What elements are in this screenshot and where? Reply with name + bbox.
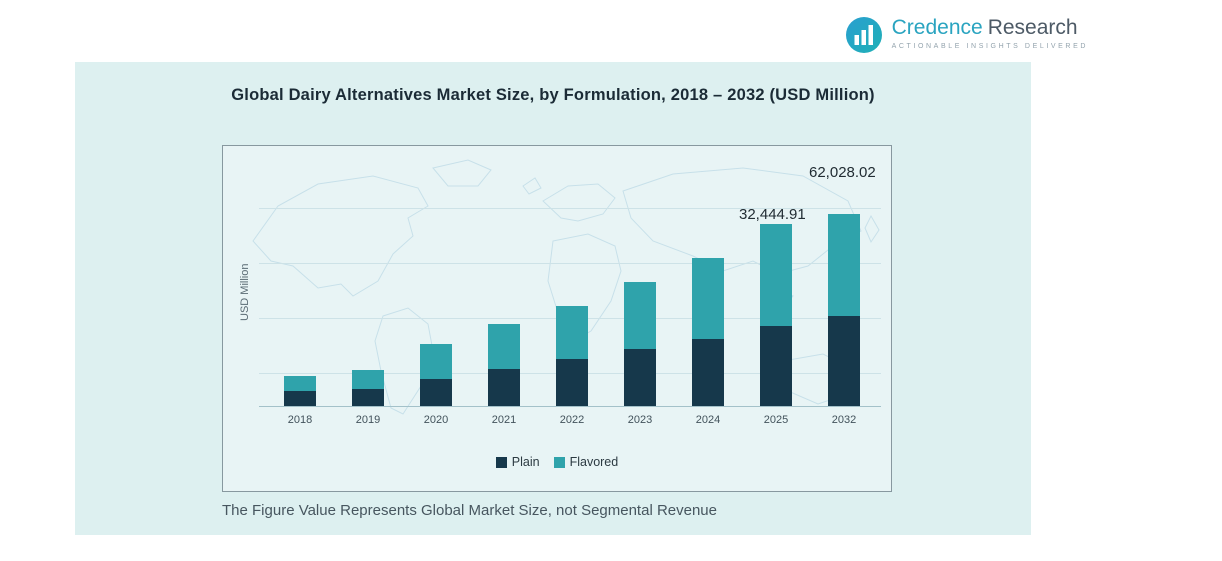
brand-name-block: Credence Research Actionable Insights Del…: [892, 16, 1088, 50]
x-axis-line: [259, 406, 881, 407]
legend-label-flavored: Flavored: [569, 455, 619, 469]
bar-segment-flavored: [284, 376, 316, 391]
bar-segment-flavored: [352, 370, 384, 389]
chart-panel: Global Dairy Alternatives Market Size, b…: [75, 62, 1031, 535]
x-tick-2022: 2022: [559, 414, 585, 426]
bar-segment-plain: [488, 369, 520, 406]
bar-segment-plain: [284, 391, 316, 406]
bar-2021: [488, 324, 520, 406]
chart-area: 2018 2019 2020 2021 2022 2023 2024 2025 2032 USD…: [222, 145, 892, 492]
bar-chart-circle-icon: [845, 16, 883, 59]
legend-label-plain: Plain: [511, 455, 540, 469]
x-tick-2023: 2023: [627, 414, 653, 426]
bar-segment-plain: [828, 316, 860, 406]
bar-2023: [624, 282, 656, 406]
bar-2018: [284, 376, 316, 406]
x-tick-2018: 2018: [287, 414, 313, 426]
x-tick-2019: 2019: [355, 414, 381, 426]
bar-segment-flavored: [420, 344, 452, 379]
brand-name-primary: Credence: [891, 16, 983, 39]
bar-2024: [692, 258, 724, 406]
legend-swatch-flavored: [553, 456, 565, 468]
bar-2022: [556, 306, 588, 406]
world-map-watermark: [252, 159, 880, 415]
bar-segment-plain: [352, 389, 384, 406]
data-label-2025: 32,444.91: [739, 206, 806, 223]
x-tick-2025: 2025: [763, 414, 789, 426]
legend-swatch-plain: [495, 456, 507, 468]
chart-title: Global Dairy Alternatives Market Size, b…: [231, 86, 875, 104]
x-tick-2020: 2020: [423, 414, 449, 426]
legend: Plain Flavored: [223, 455, 891, 469]
bar-segment-flavored: [760, 224, 792, 326]
bar-2032: [828, 214, 860, 406]
x-tick-2021: 2021: [491, 414, 517, 426]
gridline: [259, 208, 881, 209]
data-label-2032: 62,028.02: [809, 164, 876, 181]
x-tick-2024: 2024: [695, 414, 721, 426]
bar-segment-plain: [556, 359, 588, 406]
gridline: [259, 263, 881, 264]
x-tick-2032: 2032: [831, 414, 857, 426]
bar-segment-flavored: [828, 214, 860, 316]
bar-2020: [420, 344, 452, 406]
plot-area: 2018 2019 2020 2021 2022 2023 2024 2025 2032: [223, 146, 891, 491]
brand-tagline: Actionable Insights Delivered: [891, 43, 1088, 50]
brand-name-secondary: Research: [987, 16, 1078, 39]
bar-segment-plain: [420, 379, 452, 406]
legend-item-flavored: Flavored: [553, 455, 619, 469]
bar-segment-plain: [692, 339, 724, 406]
bar-segment-flavored: [692, 258, 724, 339]
bar-segment-plain: [624, 349, 656, 406]
brand-logo: Credence Research Actionable Insights Del…: [845, 16, 1088, 59]
legend-item-plain: Plain: [495, 455, 540, 469]
bar-segment-flavored: [488, 324, 520, 369]
chart-footnote: The Figure Value Represents Global Marke…: [222, 502, 717, 519]
brand-name: Credence Research: [892, 16, 1088, 40]
bar-segment-plain: [760, 326, 792, 406]
bar-segment-flavored: [624, 282, 656, 349]
bar-segment-flavored: [556, 306, 588, 359]
y-axis-label: USD Million: [239, 263, 251, 321]
bar-2019: [352, 370, 384, 406]
bar-2025: [760, 224, 792, 406]
